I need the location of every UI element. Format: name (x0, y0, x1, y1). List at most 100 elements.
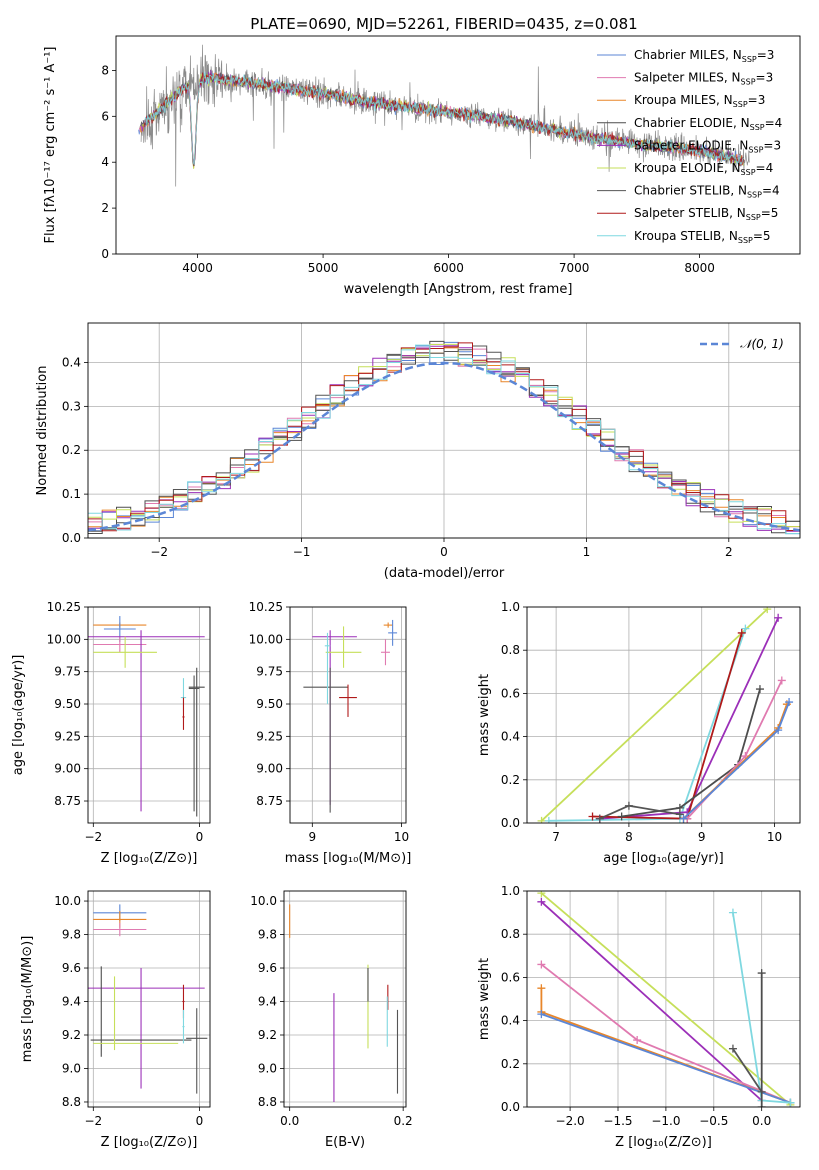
series-marker-salpeter_miles (777, 676, 786, 685)
series-marker-chabrier_miles (774, 726, 783, 735)
y-tick-label: 10.0 (54, 894, 81, 908)
series-marker-kroupa_elodie (537, 891, 546, 898)
x-tick-label: −0.5 (699, 1114, 728, 1128)
y-tick-label: 9.0 (258, 1061, 277, 1075)
panel-age_vs_Z: −2 0 8.75 9.00 9.25 9.50 9.75 10.00 10.25 Z [log₁… (11, 600, 211, 866)
series-marker-chabrier_miles (537, 1010, 546, 1019)
y-tick-label: 1.0 (501, 884, 520, 898)
y-tick-label: 9.50 (54, 697, 81, 711)
legend: 𝒩(0, 1) (700, 337, 784, 351)
y-tick-label: 0.1 (62, 487, 81, 501)
x-axis-label: Z [log₁₀(Z/Z⊙)] (101, 1135, 198, 1150)
series-line-chabrier_miles (541, 1013, 791, 1104)
y-tick-label: 0 (101, 247, 109, 261)
x-tick-label: 10 (767, 830, 782, 844)
y-axis-label: Normed distribution (35, 366, 50, 496)
series-marker-chabrier_miles (785, 698, 794, 707)
legend-entry: Salpeter ELODIE, NSSP=3 (634, 138, 781, 154)
plot-area-residuals (88, 340, 800, 535)
y-tick-label: 0.6 (501, 970, 520, 984)
x-tick-label: 1 (583, 545, 591, 559)
x-tick-label: −1.0 (651, 1114, 680, 1128)
series-marker-chabrier_stelib (595, 814, 604, 823)
normal-curve (88, 361, 800, 532)
y-tick-label: 9.8 (62, 928, 81, 942)
plot-area-mass_vs_ebv (289, 904, 399, 1102)
legend-entry: Chabrier MILES, NSSP=3 (634, 48, 774, 64)
x-tick-label: 8 (625, 830, 633, 844)
y-tick-label: 0.4 (501, 1014, 520, 1028)
y-tick-label: 10.00 (249, 632, 283, 646)
legend-entry: Salpeter STELIB, NSSP=5 (634, 206, 778, 222)
y-tick-label: 0.0 (501, 1100, 520, 1114)
series-marker-chabrier_elodie (755, 685, 764, 694)
legend-entry: Kroupa STELIB, NSSP=5 (634, 229, 771, 245)
y-tick-label: 9.25 (54, 729, 81, 743)
plot-area-weight_vs_age (537, 607, 794, 823)
series-marker-salpeter_elodie (774, 613, 783, 622)
y-tick-label: 0.2 (62, 443, 81, 457)
series-marker-chabrier_miles (679, 814, 688, 823)
model-spectrum-salpeter_stelib (143, 72, 744, 166)
y-tick-label: 8 (101, 63, 109, 77)
y-tick-label: 0.3 (62, 399, 81, 413)
series-line-salpeter_stelib (592, 632, 743, 820)
series-marker-kroupa_elodie (763, 607, 772, 614)
axes-frame (289, 606, 407, 824)
y-tick-label: 9.75 (256, 665, 283, 679)
x-tick-label: 2 (725, 545, 733, 559)
legend-entry: Chabrier ELODIE, NSSP=4 (634, 116, 782, 132)
y-tick-label: 0.0 (62, 531, 81, 545)
y-tick-label: 1.0 (501, 600, 520, 614)
y-tick-label: 9.75 (54, 665, 81, 679)
y-tick-label: 10.00 (47, 632, 81, 646)
y-tick-label: 0.4 (501, 730, 520, 744)
x-axis-label: wavelength [Angstrom, rest frame] (344, 282, 573, 297)
y-tick-label: 2 (101, 201, 109, 215)
y-tick-label: 9.8 (258, 928, 277, 942)
x-tick-label: 7 (552, 830, 560, 844)
y-tick-label: 0.6 (501, 686, 520, 700)
x-tick-label: −2.0 (556, 1114, 585, 1128)
series-line-kroupa_elodie (540, 608, 768, 822)
plot-area-weight_vs_Z (537, 891, 795, 1107)
chart-title: PLATE=0690, MJD=52261, FIBERID=0435, z=0… (250, 15, 637, 33)
axes-frame (526, 606, 801, 824)
x-tick-label: 0 (440, 545, 448, 559)
y-axis-label: mass [log₁₀(M/M⊙)] (20, 936, 35, 1063)
y-tick-label: 8.8 (258, 1095, 277, 1109)
y-axis-label: mass weight (477, 958, 492, 1040)
panel-spectrum: 4000 5000 6000 7000 8000 0 2 4 6 8 wavelength [Ang… (43, 15, 801, 297)
x-tick-label: 6000 (433, 261, 464, 275)
y-axis-label: age [log₁₀(age/yr)] (11, 655, 26, 776)
series-line-kroupa_elodie (540, 892, 791, 1106)
series-marker-chabrier_elodie (617, 812, 626, 821)
x-tick-label: 9 (698, 830, 706, 844)
series-marker-salpeter_miles (537, 960, 546, 969)
x-tick-label: 7000 (559, 261, 590, 275)
y-tick-label: 6 (101, 109, 109, 123)
y-tick-label: 9.6 (62, 961, 81, 975)
y-tick-label: 0.2 (501, 773, 520, 787)
x-tick-label: 9 (308, 830, 316, 844)
y-tick-label: 0.0 (501, 816, 520, 830)
y-tick-label: 9.4 (258, 995, 277, 1009)
series-marker-salpeter_elodie (537, 897, 546, 906)
series-marker-kroupa_stelib (544, 816, 553, 823)
series-marker-kroupa_stelib (741, 624, 750, 633)
x-axis-label: E(B-V) (325, 1135, 365, 1150)
x-tick-label: −2 (150, 545, 168, 559)
histogram-chabrier_elodie (88, 340, 800, 534)
y-tick-label: 9.00 (54, 762, 81, 776)
series-marker-chabrier_stelib (675, 810, 684, 819)
x-tick-label: 0 (196, 1114, 204, 1128)
y-tick-label: 4 (101, 155, 109, 169)
x-axis-label: mass [log₁₀(M/M⊙)] (285, 851, 412, 866)
y-tick-label: 10.0 (250, 894, 277, 908)
y-tick-label: 9.2 (258, 1028, 277, 1042)
series-marker-chabrier_stelib (728, 1044, 737, 1053)
x-axis-label: age [log₁₀(age/yr)] (603, 851, 724, 866)
x-tick-label: −2 (84, 830, 102, 844)
legend-entry: 𝒩(0, 1) (740, 337, 784, 351)
